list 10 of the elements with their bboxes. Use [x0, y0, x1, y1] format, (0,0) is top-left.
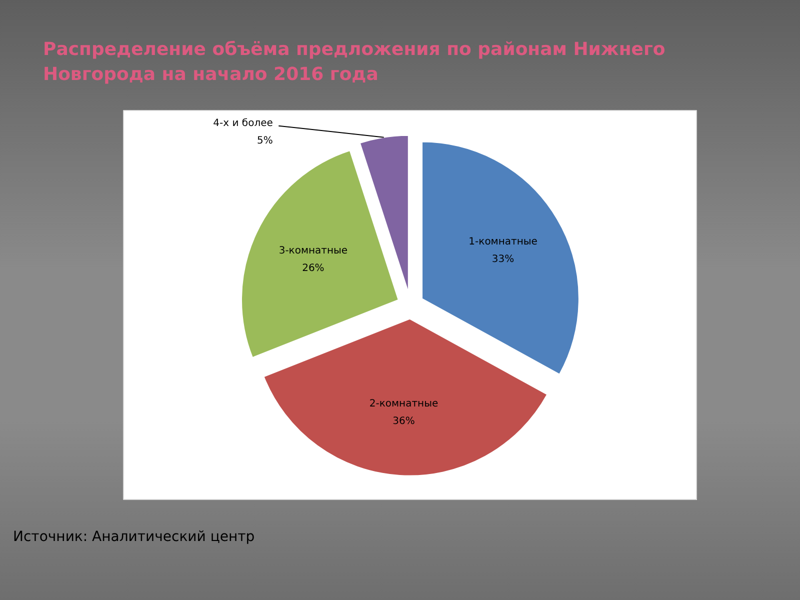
- data-label: 36%: [392, 416, 415, 428]
- data-label: 5%: [257, 135, 273, 146]
- slice-label: 1-комнатные: [468, 236, 538, 248]
- slice-label: 2-комнатные: [369, 398, 438, 410]
- chart-title: Распределение объёма предложения по районам Нижнего Новгорода на начало 2016 года: [43, 38, 666, 87]
- data-label: 26%: [302, 263, 324, 274]
- slice-label: 4-х и более: [213, 118, 273, 129]
- text: Источник: Аналитический центр: [13, 528, 255, 547]
- slice-label: 3-комнатные: [278, 245, 348, 256]
- data-label: 33%: [492, 254, 514, 266]
